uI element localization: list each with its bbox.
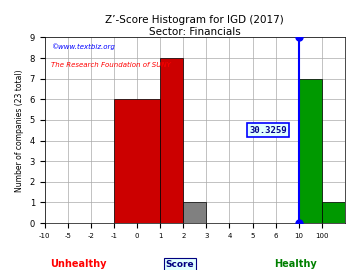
Bar: [114, 99, 160, 223]
Text: The Research Foundation of SUNY: The Research Foundation of SUNY: [51, 62, 171, 68]
Text: ©www.textbiz.org: ©www.textbiz.org: [51, 43, 114, 50]
Text: Healthy: Healthy: [274, 259, 317, 269]
Bar: [322, 202, 345, 223]
Bar: [160, 58, 183, 223]
Bar: [299, 79, 322, 223]
Title: Z’-Score Histogram for IGD (2017)
Sector: Financials: Z’-Score Histogram for IGD (2017) Sector…: [105, 15, 284, 37]
Bar: [183, 202, 206, 223]
Text: Unhealthy: Unhealthy: [50, 259, 107, 269]
Text: Score: Score: [166, 260, 194, 269]
Y-axis label: Number of companies (23 total): Number of companies (23 total): [15, 69, 24, 191]
Text: 30.3259: 30.3259: [249, 126, 287, 135]
